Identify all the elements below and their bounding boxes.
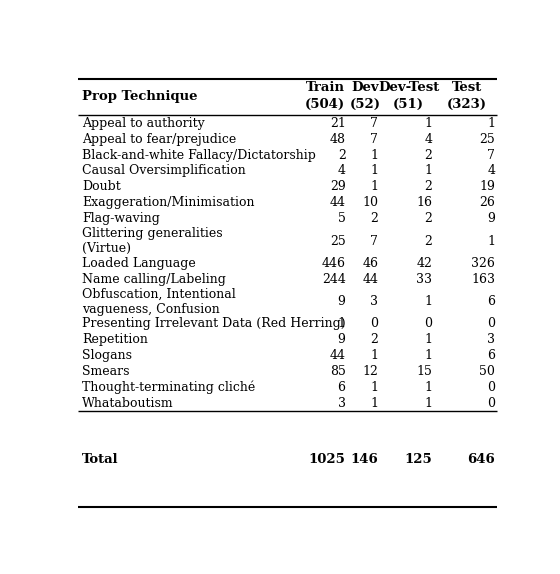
Text: 6: 6 <box>487 295 495 308</box>
Text: 0: 0 <box>487 397 495 410</box>
Text: 21: 21 <box>330 117 346 130</box>
Text: Test: Test <box>452 81 482 94</box>
Text: 1: 1 <box>487 117 495 130</box>
Text: 3: 3 <box>338 397 346 410</box>
Text: 1: 1 <box>424 397 432 410</box>
Text: 12: 12 <box>362 365 378 378</box>
Text: 16: 16 <box>417 196 432 210</box>
Text: Black-and-white Fallacy/Dictatorship: Black-and-white Fallacy/Dictatorship <box>82 149 316 161</box>
Text: 1: 1 <box>424 165 432 177</box>
Text: Smears: Smears <box>82 365 130 378</box>
Text: 1: 1 <box>370 165 378 177</box>
Text: Whataboutism: Whataboutism <box>82 397 174 410</box>
Text: 4: 4 <box>338 165 346 177</box>
Text: Dev: Dev <box>351 81 379 94</box>
Text: (52): (52) <box>349 98 381 111</box>
Text: Loaded Language: Loaded Language <box>82 257 196 270</box>
Text: 3: 3 <box>370 295 378 308</box>
Text: Doubt: Doubt <box>82 180 121 193</box>
Text: 2: 2 <box>424 180 432 193</box>
Text: 3: 3 <box>487 333 495 346</box>
Text: 1: 1 <box>487 235 495 247</box>
Text: 125: 125 <box>405 453 432 466</box>
Text: Prop Technique: Prop Technique <box>82 91 198 103</box>
Text: 0: 0 <box>424 317 432 331</box>
Text: (504): (504) <box>305 98 345 111</box>
Text: Exaggeration/Minimisation: Exaggeration/Minimisation <box>82 196 255 210</box>
Text: Slogans: Slogans <box>82 349 132 362</box>
Text: 9: 9 <box>338 295 346 308</box>
Text: 5: 5 <box>338 212 346 225</box>
Text: Appeal to authority: Appeal to authority <box>82 117 205 130</box>
Text: 1: 1 <box>370 349 378 362</box>
Text: 26: 26 <box>479 196 495 210</box>
Text: 48: 48 <box>330 133 346 146</box>
Text: 15: 15 <box>417 365 432 378</box>
Text: Thought-terminating cliché: Thought-terminating cliché <box>82 381 255 394</box>
Text: 7: 7 <box>370 235 378 247</box>
Text: 2: 2 <box>424 235 432 247</box>
Text: 1: 1 <box>424 381 432 394</box>
Text: 4: 4 <box>424 133 432 146</box>
Text: 1: 1 <box>370 180 378 193</box>
Text: Presenting Irrelevant Data (Red Herring): Presenting Irrelevant Data (Red Herring) <box>82 317 346 331</box>
Text: 29: 29 <box>330 180 346 193</box>
Text: 1: 1 <box>370 397 378 410</box>
Text: 2: 2 <box>370 212 378 225</box>
Text: 33: 33 <box>417 273 432 286</box>
Text: 10: 10 <box>362 196 378 210</box>
Text: 446: 446 <box>321 257 346 270</box>
Text: 7: 7 <box>370 133 378 146</box>
Text: 85: 85 <box>330 365 346 378</box>
Text: 244: 244 <box>321 273 346 286</box>
Text: 7: 7 <box>370 117 378 130</box>
Text: 42: 42 <box>417 257 432 270</box>
Text: 1: 1 <box>338 317 346 331</box>
Text: 1: 1 <box>424 117 432 130</box>
Text: 1025: 1025 <box>309 453 346 466</box>
Text: Obfuscation, Intentional
vagueness, Confusion: Obfuscation, Intentional vagueness, Conf… <box>82 288 236 316</box>
Text: 44: 44 <box>330 349 346 362</box>
Text: 9: 9 <box>338 333 346 346</box>
Text: 2: 2 <box>338 149 346 161</box>
Text: 1: 1 <box>424 333 432 346</box>
Text: 2: 2 <box>370 333 378 346</box>
Text: (51): (51) <box>393 98 424 111</box>
Text: 1: 1 <box>424 349 432 362</box>
Text: Glittering generalities
(Virtue): Glittering generalities (Virtue) <box>82 227 223 255</box>
Text: Flag-waving: Flag-waving <box>82 212 160 225</box>
Text: Total: Total <box>82 453 119 466</box>
Text: Name calling/Labeling: Name calling/Labeling <box>82 273 226 286</box>
Text: 25: 25 <box>479 133 495 146</box>
Text: 50: 50 <box>479 365 495 378</box>
Text: 44: 44 <box>330 196 346 210</box>
Text: Train: Train <box>305 81 344 94</box>
Text: 1: 1 <box>424 295 432 308</box>
Text: 326: 326 <box>472 257 495 270</box>
Text: 0: 0 <box>370 317 378 331</box>
Text: 9: 9 <box>487 212 495 225</box>
Text: 2: 2 <box>424 149 432 161</box>
Text: 44: 44 <box>362 273 378 286</box>
Text: 1: 1 <box>370 149 378 161</box>
Text: 7: 7 <box>487 149 495 161</box>
Text: 4: 4 <box>487 165 495 177</box>
Text: 6: 6 <box>338 381 346 394</box>
Text: (323): (323) <box>447 98 487 111</box>
Text: 6: 6 <box>487 349 495 362</box>
Text: 146: 146 <box>351 453 378 466</box>
Text: 46: 46 <box>362 257 378 270</box>
Text: Dev-Test: Dev-Test <box>378 81 439 94</box>
Text: 19: 19 <box>479 180 495 193</box>
Text: 0: 0 <box>487 381 495 394</box>
Text: 25: 25 <box>330 235 346 247</box>
Text: Repetition: Repetition <box>82 333 148 346</box>
Text: 0: 0 <box>487 317 495 331</box>
Text: 163: 163 <box>472 273 495 286</box>
Text: 2: 2 <box>424 212 432 225</box>
Text: 646: 646 <box>468 453 495 466</box>
Text: Causal Oversimplification: Causal Oversimplification <box>82 165 246 177</box>
Text: Appeal to fear/prejudice: Appeal to fear/prejudice <box>82 133 236 146</box>
Text: 1: 1 <box>370 381 378 394</box>
